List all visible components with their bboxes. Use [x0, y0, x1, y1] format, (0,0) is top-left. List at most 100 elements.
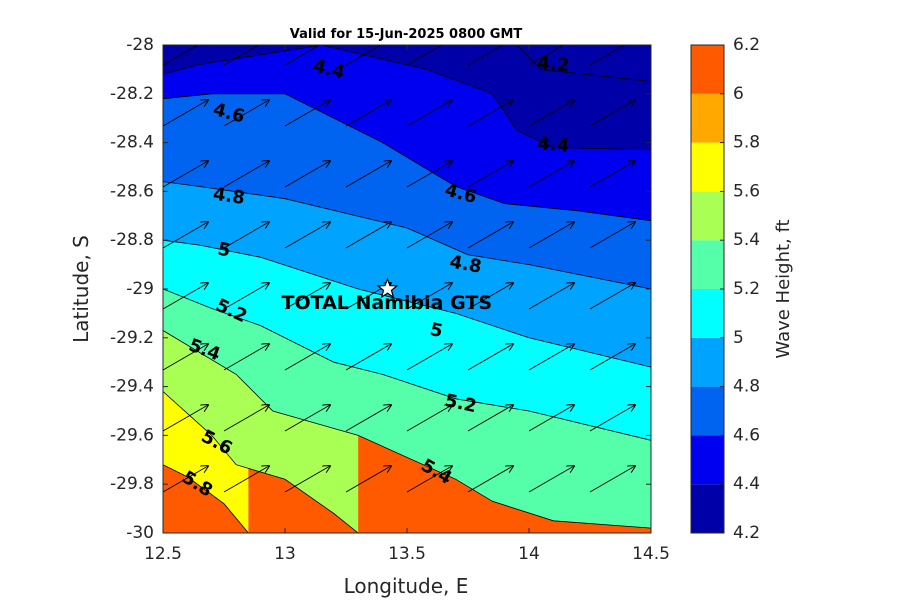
vector-arrow [223, 161, 269, 188]
vector-arrow [163, 161, 208, 188]
vector-arrow [284, 283, 330, 310]
x-tick-label: 14 [518, 544, 540, 564]
contour-line-4.2 [516, 45, 651, 82]
vector-arrow [284, 405, 330, 432]
colorbar-swatch [691, 435, 724, 485]
vector-arrow [284, 222, 330, 249]
vector-arrow [345, 344, 391, 371]
vector-arrow [406, 405, 452, 432]
vector-arrow [528, 161, 574, 188]
contour-label: 4.2 [537, 53, 571, 77]
vector-arrow [223, 344, 269, 371]
vector-arrow [223, 466, 269, 493]
colorbar-tick-label: 6.2 [733, 35, 760, 55]
y-tick-label: -28.2 [110, 84, 154, 104]
vector-arrow [589, 405, 635, 432]
vector-arrow [284, 344, 330, 371]
y-tick-label: -29.2 [110, 328, 154, 348]
y-tick-label: -28 [126, 35, 154, 55]
vector-arrow [528, 344, 574, 371]
vector-arrow [163, 222, 208, 249]
colorbar-tick-label: 5.2 [733, 279, 760, 299]
vector-arrow [589, 45, 635, 66]
contour-label: 5 [428, 319, 445, 342]
vector-arrow [589, 161, 635, 188]
vector-arrow [467, 466, 513, 493]
y-tick-label: -29.4 [110, 377, 154, 397]
vector-arrows [163, 45, 635, 493]
vector-arrow [345, 466, 391, 493]
colorbar-swatch [691, 484, 724, 533]
colorbar-swatch [691, 142, 724, 192]
x-tick-label: 12.5 [144, 544, 182, 564]
vector-arrow [528, 466, 574, 493]
y-tick-label: -29.6 [110, 425, 154, 445]
vector-arrow [284, 466, 330, 493]
vector-arrow [284, 100, 330, 127]
contour-line-5.4 [163, 330, 651, 529]
vector-arrow [467, 45, 513, 66]
vector-arrow [223, 45, 269, 66]
vector-arrow [589, 466, 635, 493]
vector-arrow [163, 466, 208, 493]
vector-arrow [406, 161, 452, 188]
x-tick-label: 14.5 [632, 544, 670, 564]
vector-arrow [467, 283, 513, 310]
vector-arrow [345, 405, 391, 432]
y-axis: -28 -28.2 -28.4 -28.6 -28.8 -29 -29.2 -29.4 -29.… [110, 35, 651, 543]
colorbar-tick-label: 5.6 [733, 181, 760, 201]
x-tick-label: 13.5 [388, 544, 426, 564]
vector-arrow [345, 100, 391, 127]
contour-line-4.6 [163, 93, 651, 222]
contour-line-4.8 [163, 181, 651, 290]
vector-arrow [406, 45, 452, 66]
vector-arrow [467, 222, 513, 249]
vector-arrow [589, 344, 635, 371]
vector-arrow [163, 45, 208, 66]
y-axis-label: Latitude, S [69, 235, 93, 343]
vector-arrow [223, 222, 269, 249]
colorbar-swatch [691, 93, 724, 143]
vector-arrow [467, 405, 513, 432]
vector-arrow [589, 100, 635, 127]
vector-arrow [345, 45, 391, 66]
x-tick-label: 13 [274, 544, 296, 564]
x-axis: 12.5 13 13.5 14 14.5 [144, 45, 670, 564]
contour-line-5.2 [163, 288, 651, 441]
vector-arrow [163, 405, 208, 432]
colorbar-tick-label: 5.4 [733, 230, 760, 250]
vector-arrow [223, 100, 269, 127]
vector-arrow [223, 283, 269, 310]
contour-line-5.8 [163, 464, 249, 533]
colorbar-label: Wave Height, ft [773, 219, 794, 358]
vector-arrow [528, 405, 574, 432]
contour-label: 4.8 [212, 184, 247, 209]
colorbar-swatch [691, 337, 724, 387]
vector-arrow [284, 161, 330, 188]
colorbar: 4.2 4.4 4.6 4.8 5 5.2 5.4 5.6 5.8 6 6.2 [690, 35, 760, 543]
colorbar-tick-label: 4.8 [733, 377, 760, 397]
vector-arrow [589, 222, 635, 249]
vector-arrow [528, 100, 574, 127]
station-label: TOTAL Namibia GTS [282, 292, 493, 314]
colorbar-tick-label: 5 [733, 328, 744, 348]
vector-arrow [467, 344, 513, 371]
vector-arrow [528, 222, 574, 249]
vector-arrow [345, 161, 391, 188]
contour-line-4.4 [163, 45, 651, 151]
colorbar-tick-label: 4.6 [733, 425, 760, 445]
contour-line-5 [163, 239, 651, 368]
colorbar-swatch [691, 289, 724, 338]
colorbar-tick-label: 4.4 [733, 474, 760, 494]
colorbar-tick-label: 6 [733, 84, 744, 104]
vector-arrow [163, 283, 208, 310]
contour-label: 5 [216, 239, 232, 262]
colorbar-swatch [691, 45, 724, 94]
y-tick-label: -29.8 [110, 474, 154, 494]
vector-arrow [163, 344, 208, 371]
colorbar-swatch [691, 191, 724, 241]
colorbar-tick-label: 5.8 [733, 133, 760, 153]
vector-arrow [406, 222, 452, 249]
contour-line-5.6 [163, 391, 359, 533]
